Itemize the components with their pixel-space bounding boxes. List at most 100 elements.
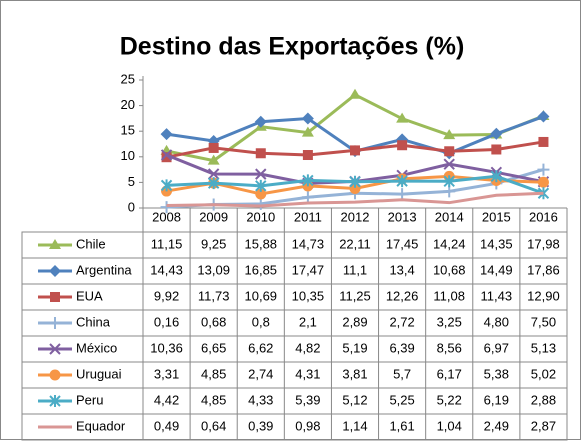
table-cell: 6,62: [248, 340, 273, 355]
table-cell: 2,49: [484, 418, 509, 433]
legend-label: EUA: [76, 288, 103, 303]
table-cell: 5,39: [295, 392, 320, 407]
table-cell: 0,16: [154, 314, 179, 329]
table-cell: 13,4: [389, 262, 414, 277]
table-cell: 5,22: [437, 392, 462, 407]
marker: [207, 177, 220, 190]
marker: [444, 146, 455, 157]
y-tick-label: 10: [121, 148, 135, 163]
legend-label: Peru: [76, 392, 103, 407]
marker: [208, 142, 219, 153]
table-cell: 14,35: [480, 236, 513, 251]
table-cell: 5,7: [393, 366, 411, 381]
marker: [207, 168, 220, 180]
y-tick-label: 25: [121, 71, 135, 86]
chart-title: Destino das Exportações (%): [120, 33, 465, 61]
table-cell: 12,90: [527, 288, 560, 303]
marker: [49, 369, 61, 381]
table-cell: 3,31: [154, 366, 179, 381]
x-tick-label: 2012: [341, 209, 370, 224]
table-cell: 7,50: [531, 314, 556, 329]
table-cell: 5,25: [389, 392, 414, 407]
table-cell: 6,39: [389, 340, 414, 355]
table-cell: 10,69: [245, 288, 278, 303]
table-cell: 10,35: [292, 288, 325, 303]
marker: [537, 176, 549, 188]
x-tick-label: 2016: [529, 209, 558, 224]
table-cell: 5,13: [531, 340, 556, 355]
x-tick-label: 2015: [482, 209, 511, 224]
marker: [443, 129, 456, 140]
marker: [161, 152, 172, 163]
table-cell: 0,98: [295, 418, 320, 433]
marker: [49, 343, 61, 355]
x-tick-label: 2008: [152, 209, 181, 224]
table-cell: 14,73: [292, 236, 325, 251]
table-cell: 4,31: [295, 366, 320, 381]
table-cell: 2,74: [248, 366, 273, 381]
legend-label: Equador: [76, 418, 126, 433]
table-cell: 6,17: [437, 366, 462, 381]
table-cell: 4,85: [201, 366, 226, 381]
marker: [255, 168, 267, 180]
marker: [537, 187, 550, 200]
marker: [160, 149, 173, 161]
y-tick-label: 5: [128, 174, 135, 189]
table-cell: 11,73: [198, 288, 230, 303]
table-cell: 2,89: [342, 314, 367, 329]
x-tick-label: 2014: [435, 209, 464, 224]
table-cell: 4,42: [154, 392, 179, 407]
table-cell: 10,36: [150, 340, 183, 355]
table-cell: 5,19: [342, 340, 367, 355]
table-cell: 14,24: [433, 236, 466, 251]
table-cell: 3,81: [342, 366, 367, 381]
table-cell: 2,1: [299, 314, 317, 329]
x-tick-label: 2010: [246, 209, 275, 224]
marker: [397, 140, 408, 151]
legend-label: Chile: [76, 236, 106, 251]
table-cell: 0,8: [252, 314, 270, 329]
table-cell: 4,33: [248, 392, 273, 407]
marker: [254, 115, 267, 128]
table-cell: 1,61: [389, 418, 414, 433]
marker: [443, 158, 455, 170]
table-cell: 11,1: [343, 262, 367, 277]
marker: [302, 174, 314, 187]
table-cell: 6,97: [484, 340, 509, 355]
marker: [349, 88, 361, 99]
series-line: [166, 191, 544, 208]
legend-label: México: [76, 340, 117, 355]
x-tick-label: 2013: [388, 209, 417, 224]
table-cell: 6,65: [201, 340, 226, 355]
table-cell: 22,11: [339, 236, 371, 251]
marker: [302, 150, 313, 161]
marker: [50, 292, 60, 302]
table-cell: 4,80: [484, 314, 509, 329]
table-cell: 5,02: [531, 366, 556, 381]
marker: [160, 128, 173, 141]
table-cell: 12,26: [386, 288, 419, 303]
marker: [396, 175, 408, 188]
table-cell: 0,49: [154, 418, 179, 433]
table-cell: 15,88: [245, 236, 278, 251]
marker: [255, 179, 267, 192]
table-cell: 8,56: [437, 340, 462, 355]
y-tick-label: 20: [121, 97, 135, 112]
marker: [490, 170, 503, 183]
y-tick-label: 15: [121, 123, 135, 138]
marker: [255, 148, 266, 159]
marker: [396, 188, 409, 201]
table-cell: 11,25: [339, 288, 371, 303]
table-cell: 14,43: [150, 262, 183, 277]
x-tick-label: 2011: [294, 209, 322, 224]
table-cell: 0,39: [248, 418, 273, 433]
table-cell: 17,86: [527, 262, 560, 277]
marker: [396, 112, 409, 123]
marker: [490, 127, 503, 140]
table-cell: 4,82: [295, 340, 320, 355]
marker: [49, 265, 61, 277]
marker: [49, 395, 61, 407]
x-tick-label: 2009: [199, 209, 228, 224]
marker: [349, 175, 361, 188]
